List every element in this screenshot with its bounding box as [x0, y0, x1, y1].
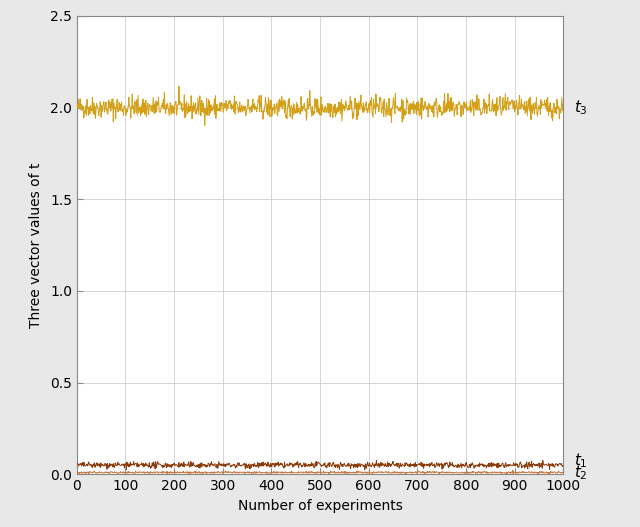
Text: $t_2$: $t_2$ — [574, 463, 588, 482]
Text: $t_1$: $t_1$ — [574, 451, 588, 470]
Y-axis label: Three vector values of t: Three vector values of t — [29, 162, 43, 328]
Text: $t_3$: $t_3$ — [574, 98, 588, 117]
X-axis label: Number of experiments: Number of experiments — [237, 499, 403, 513]
